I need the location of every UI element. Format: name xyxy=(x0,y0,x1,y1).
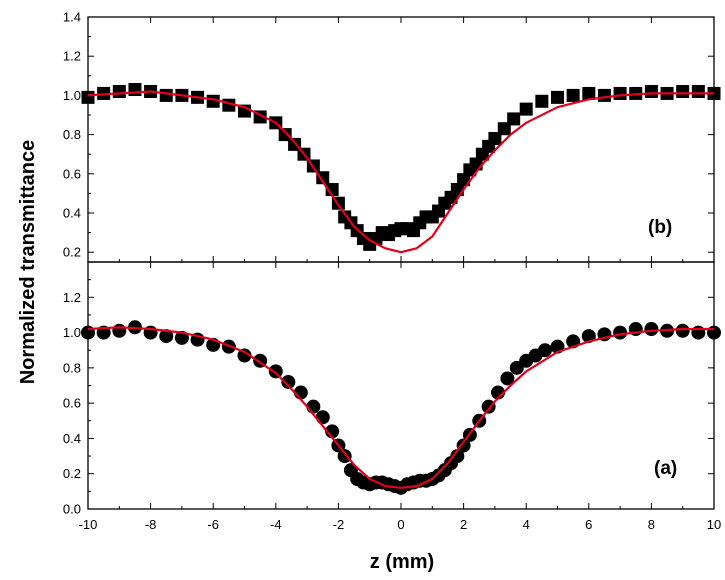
y-tick-label: 0.2 xyxy=(63,245,81,260)
data-point xyxy=(488,132,502,146)
y-tick-label: 0.0 xyxy=(63,502,81,517)
y-tick-label: 0.6 xyxy=(63,166,81,181)
data-point xyxy=(337,449,352,464)
data-point xyxy=(707,325,721,340)
y-tick-label: 0.2 xyxy=(63,466,81,481)
y-tick-label: 0.4 xyxy=(63,206,81,221)
x-tick-label: 4 xyxy=(523,517,530,532)
data-point xyxy=(112,323,127,338)
y-tick-label: 1.4 xyxy=(63,10,81,25)
data-point xyxy=(268,364,283,379)
x-tick-label: -6 xyxy=(207,517,219,532)
data-point xyxy=(644,322,659,337)
data-point xyxy=(613,325,628,340)
data-point xyxy=(691,325,706,340)
y-tick-label: 1.0 xyxy=(63,88,81,103)
y-tick-label: 1.2 xyxy=(63,49,81,64)
data-point xyxy=(537,343,552,358)
x-tick-label: 8 xyxy=(648,517,655,532)
data-point xyxy=(519,102,533,116)
data-point xyxy=(566,88,580,102)
data-point xyxy=(112,84,126,98)
x-tick-label: 10 xyxy=(707,517,721,532)
data-point xyxy=(644,84,658,98)
data-point xyxy=(278,128,292,142)
data-point xyxy=(497,122,511,136)
plot-frame xyxy=(87,261,715,510)
data-point xyxy=(237,348,252,363)
data-point xyxy=(507,112,521,126)
data-point xyxy=(457,173,471,187)
y-axis-title: Normalized transmittance xyxy=(17,140,39,385)
data-point xyxy=(551,90,564,104)
panel-annotation: (b) xyxy=(648,217,672,238)
panel-a: 0.0 0.2 0.4 0.6 0.8 1.0 1.2 -10 -8 -6 -4 -2 0 2 4 6 8 10 (… xyxy=(63,261,721,532)
x-axis-title: z (mm) xyxy=(370,551,434,573)
fit-line xyxy=(87,326,714,489)
data-point xyxy=(500,371,515,386)
data-point xyxy=(597,88,611,102)
x-tick-label: 2 xyxy=(460,517,467,532)
data-point xyxy=(81,90,95,104)
y-tick-label: 0.8 xyxy=(63,360,81,375)
y-tick-label: 0.8 xyxy=(63,127,81,142)
x-tick-label: -4 xyxy=(270,517,282,532)
y-tick-label: 1.2 xyxy=(63,290,81,305)
data-point xyxy=(582,86,596,100)
data-point xyxy=(159,329,174,344)
panel-annotation: (a) xyxy=(654,458,677,479)
x-tick-label: 6 xyxy=(585,517,592,532)
x-tick-label: -2 xyxy=(333,517,345,532)
x-tick-label: 0 xyxy=(397,517,404,532)
y-tick-label: 1.0 xyxy=(63,325,81,340)
data-point xyxy=(315,410,330,425)
data-point xyxy=(535,94,549,108)
data-point xyxy=(159,88,173,102)
data-point xyxy=(281,374,296,389)
x-tick-label: -10 xyxy=(79,517,98,532)
y-tick-label: 0.4 xyxy=(63,431,81,446)
data-point xyxy=(676,84,690,98)
fit-line xyxy=(87,90,714,254)
data-point xyxy=(456,438,471,453)
data-point xyxy=(316,171,330,185)
data-point xyxy=(613,86,627,100)
data-point xyxy=(128,83,142,97)
panel-b: 0.2 0.4 0.6 0.8 1.0 1.2 1.4 (b) xyxy=(63,10,721,263)
y-tick-label: 0.6 xyxy=(63,396,81,411)
x-tick-label: -8 xyxy=(145,517,157,532)
data-point xyxy=(675,323,690,338)
data-point xyxy=(691,84,705,98)
data-point xyxy=(450,449,465,464)
